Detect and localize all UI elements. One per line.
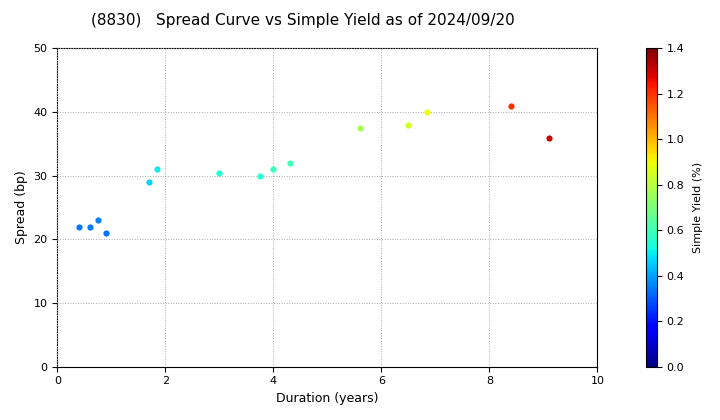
Point xyxy=(402,121,414,128)
Point xyxy=(92,217,104,224)
Point xyxy=(84,223,96,230)
Point xyxy=(505,102,517,109)
Point xyxy=(214,169,225,176)
Point xyxy=(543,134,554,141)
Point xyxy=(143,179,155,186)
Point xyxy=(354,125,366,131)
Point xyxy=(284,160,295,166)
Point xyxy=(268,166,279,173)
Point xyxy=(151,166,163,173)
Point xyxy=(254,172,266,179)
Y-axis label: Spread (bp): Spread (bp) xyxy=(15,171,28,244)
Y-axis label: Simple Yield (%): Simple Yield (%) xyxy=(693,162,703,253)
Point xyxy=(73,223,85,230)
Point xyxy=(100,230,112,236)
Point xyxy=(421,109,433,116)
Text: (8830)   Spread Curve vs Simple Yield as of 2024/09/20: (8830) Spread Curve vs Simple Yield as o… xyxy=(91,13,514,28)
X-axis label: Duration (years): Duration (years) xyxy=(276,392,379,405)
